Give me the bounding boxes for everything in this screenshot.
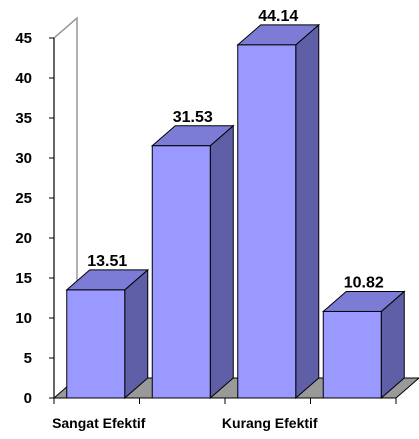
bar-front (151, 145, 211, 399)
bar-front (237, 44, 297, 399)
y-tick-label: 0 (24, 390, 32, 407)
bar-side (124, 268, 149, 400)
y-axis: 0 5 10 15 20 25 30 35 40 45 (15, 30, 55, 407)
bar-front (322, 310, 382, 399)
x-category-label: Kurang Efektif (222, 415, 318, 431)
data-label: 31.53 (173, 109, 213, 126)
y-tick-label: 5 (24, 350, 32, 367)
data-labels: 13.51 31.53 44.14 10.82 (87, 8, 384, 292)
data-label: 44.14 (258, 8, 298, 25)
y-tick-label: 40 (15, 70, 32, 87)
y-tick-label: 35 (15, 110, 32, 127)
y-tick-label: 25 (15, 190, 32, 207)
bar-side (209, 124, 234, 400)
bar (321, 290, 406, 400)
bar-front (66, 289, 126, 399)
y-tick-label: 10 (15, 310, 32, 327)
data-label: 10.82 (344, 274, 384, 291)
y-tick-label: 20 (15, 230, 32, 247)
bar (65, 268, 150, 400)
x-axis: Sangat Efektif Kurang Efektif (52, 397, 397, 431)
data-label: 13.51 (87, 253, 127, 270)
y-tick-label: 45 (15, 30, 32, 47)
y-tick-label: 30 (15, 150, 32, 167)
bar (150, 124, 235, 400)
y-tick-label: 15 (15, 270, 32, 287)
bar (236, 23, 321, 400)
bar-side (295, 23, 320, 400)
bars (65, 23, 406, 400)
x-category-label: Sangat Efektif (52, 415, 146, 431)
